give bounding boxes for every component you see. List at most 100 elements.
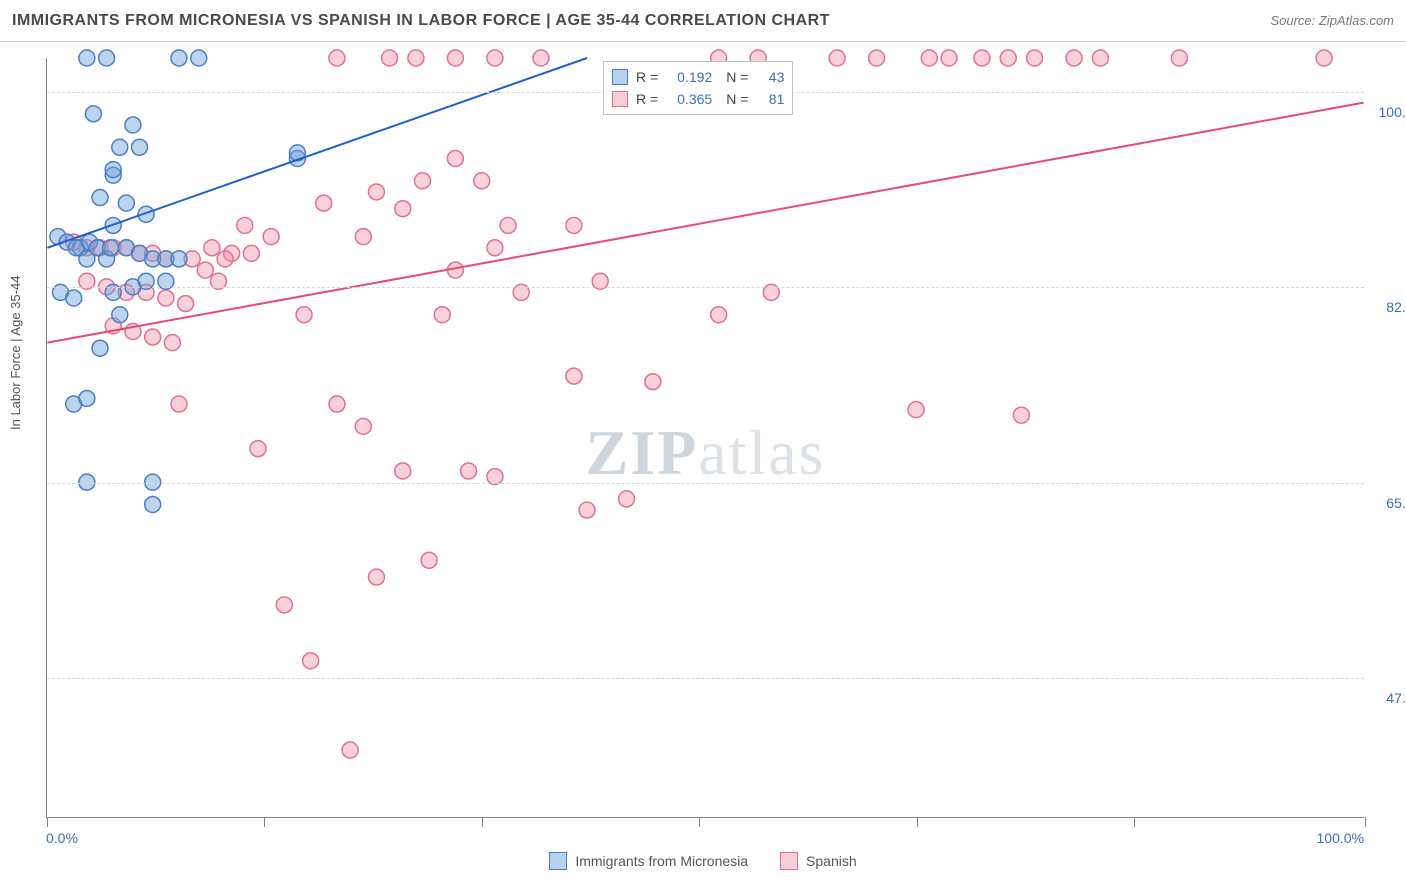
data-point <box>250 441 266 457</box>
data-point <box>316 195 332 211</box>
legend-label: Spanish <box>806 853 857 869</box>
data-point <box>921 50 937 66</box>
data-point <box>974 50 990 66</box>
data-point <box>415 173 431 189</box>
plot-area: ZIPatlas 100.0%82.5%65.0%47.5%R =0.192N … <box>46 58 1364 818</box>
title-bar: IMMIGRANTS FROM MICRONESIA VS SPANISH IN… <box>0 0 1406 42</box>
data-point <box>125 117 141 133</box>
data-point <box>395 463 411 479</box>
data-point <box>92 340 108 356</box>
data-point <box>382 50 398 66</box>
data-point <box>1000 50 1016 66</box>
data-point <box>500 217 516 233</box>
x-max-label: 100.0% <box>1317 830 1364 846</box>
data-point <box>908 402 924 418</box>
data-point <box>79 390 95 406</box>
data-point <box>1066 50 1082 66</box>
data-point <box>1171 50 1187 66</box>
n-label: N = <box>726 91 748 107</box>
data-point <box>118 195 134 211</box>
data-point <box>474 173 490 189</box>
data-point <box>711 307 727 323</box>
data-point <box>99 50 115 66</box>
r-label: R = <box>636 69 658 85</box>
data-point <box>145 496 161 512</box>
data-point <box>487 240 503 256</box>
x-tick <box>1134 817 1135 827</box>
data-point <box>132 139 148 155</box>
legend-label: Immigrants from Micronesia <box>575 853 748 869</box>
stats-box: R =0.192N =43R =0.365N =81 <box>603 61 793 115</box>
x-axis-labels: 0.0% 100.0% <box>46 830 1364 854</box>
r-label: R = <box>636 91 658 107</box>
data-point <box>447 50 463 66</box>
legend-swatch <box>549 852 567 870</box>
data-point <box>434 307 450 323</box>
data-point <box>1316 50 1332 66</box>
r-value: 0.365 <box>666 91 712 107</box>
gridline <box>47 483 1364 484</box>
source-label: Source: ZipAtlas.com <box>1270 13 1394 28</box>
data-point <box>85 106 101 122</box>
chart-title: IMMIGRANTS FROM MICRONESIA VS SPANISH IN… <box>12 12 830 30</box>
data-point <box>829 50 845 66</box>
stats-row: R =0.192N =43 <box>612 66 784 88</box>
data-point <box>103 240 119 256</box>
data-point <box>408 50 424 66</box>
data-point <box>447 150 463 166</box>
data-point <box>145 329 161 345</box>
y-tick-label: 47.5% <box>1370 690 1406 706</box>
x-tick <box>264 817 265 827</box>
data-point <box>869 50 885 66</box>
x-tick <box>917 817 918 827</box>
n-value: 81 <box>756 91 784 107</box>
data-point <box>1013 407 1029 423</box>
data-point <box>368 569 384 585</box>
data-point <box>566 368 582 384</box>
data-point <box>329 396 345 412</box>
data-point <box>368 184 384 200</box>
data-point <box>296 307 312 323</box>
legend: Immigrants from Micronesia Spanish <box>0 852 1406 870</box>
data-point <box>204 240 220 256</box>
data-point <box>303 653 319 669</box>
data-point <box>579 502 595 518</box>
legend-swatch <box>612 69 628 85</box>
chart-container: IMMIGRANTS FROM MICRONESIA VS SPANISH IN… <box>0 0 1406 892</box>
data-point <box>1027 50 1043 66</box>
data-point <box>164 335 180 351</box>
data-point <box>421 552 437 568</box>
data-point <box>355 229 371 245</box>
n-value: 43 <box>756 69 784 85</box>
scatter-svg <box>47 58 1364 817</box>
data-point <box>178 296 194 312</box>
x-tick <box>47 817 48 827</box>
legend-item: Immigrants from Micronesia <box>549 852 748 870</box>
data-point <box>461 463 477 479</box>
n-label: N = <box>726 69 748 85</box>
data-point <box>1092 50 1108 66</box>
data-point <box>395 201 411 217</box>
data-point <box>79 50 95 66</box>
data-point <box>171 396 187 412</box>
gridline <box>47 678 1364 679</box>
data-point <box>941 50 957 66</box>
data-point <box>171 50 187 66</box>
data-point <box>276 597 292 613</box>
legend-swatch <box>780 852 798 870</box>
legend-swatch <box>612 91 628 107</box>
data-point <box>645 374 661 390</box>
data-point <box>619 491 635 507</box>
data-point <box>66 290 82 306</box>
data-point <box>171 251 187 267</box>
stats-row: R = 0.365 N = 81 <box>612 88 784 110</box>
data-point <box>217 251 233 267</box>
data-point <box>197 262 213 278</box>
y-axis-label: In Labor Force | Age 35-44 <box>8 276 23 430</box>
data-point <box>263 229 279 245</box>
data-point <box>243 245 259 261</box>
data-point <box>112 307 128 323</box>
data-point <box>105 162 121 178</box>
x-tick <box>1365 817 1366 827</box>
x-min-label: 0.0% <box>46 830 78 846</box>
